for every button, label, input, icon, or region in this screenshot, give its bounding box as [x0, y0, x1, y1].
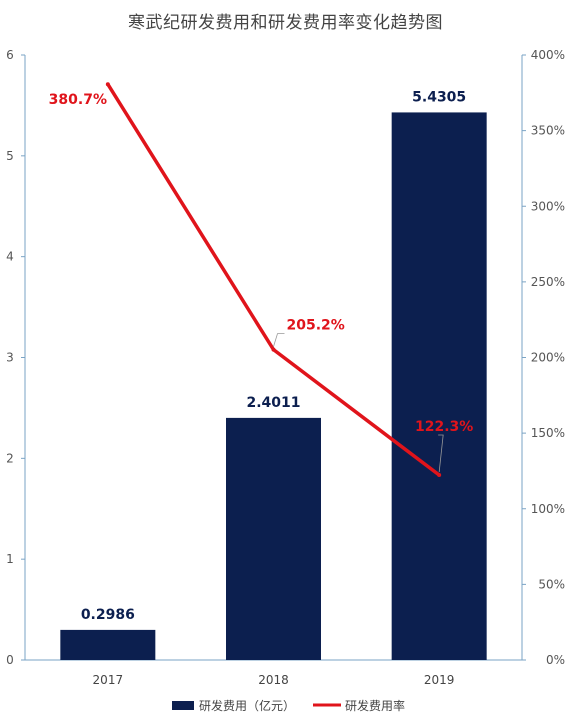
left-tick-label: 5 [6, 149, 14, 163]
x-tick-label: 2019 [424, 673, 455, 687]
legend-bar-swatch [172, 701, 194, 710]
bar [226, 417, 321, 660]
left-tick-label: 6 [6, 48, 14, 62]
legend-line-label: 研发费用率 [345, 698, 405, 713]
chart-title: 寒武纪研发费用和研发费用率变化趋势图 [128, 13, 443, 33]
left-tick-label: 0 [6, 653, 14, 667]
rate-point [271, 347, 276, 352]
right-tick-label: 300% [531, 199, 565, 213]
left-tick-label: 3 [6, 351, 14, 365]
bar-value-label: 0.2986 [81, 607, 135, 623]
rate-value-label: 122.3% [415, 419, 473, 435]
right-tick-label: 400% [531, 48, 565, 62]
left-tick-label: 1 [6, 552, 14, 566]
right-tick-label: 50% [538, 577, 565, 591]
bar [391, 112, 487, 661]
right-tick-label: 0% [546, 653, 565, 667]
rate-label-leader [273, 333, 285, 347]
right-tick-label: 150% [531, 426, 565, 440]
rate-point [105, 82, 110, 87]
left-tick-label: 4 [6, 250, 14, 264]
bar-value-label: 2.4011 [246, 395, 300, 411]
rate-line [106, 83, 441, 477]
rate-point [437, 473, 442, 478]
left-tick-label: 2 [6, 451, 14, 465]
bar-value-label: 5.4305 [412, 89, 466, 105]
rate-value-label: 380.7% [49, 92, 107, 108]
rate-label-leader [438, 434, 444, 473]
right-tick-label: 350% [531, 124, 565, 138]
right-tick-label: 250% [531, 275, 565, 289]
right-tick-label: 200% [531, 351, 565, 365]
x-tick-label: 2017 [93, 673, 124, 687]
bar [60, 629, 156, 660]
x-tick-label: 2018 [258, 673, 289, 687]
rate-value-label: 205.2% [287, 318, 345, 334]
legend-bar-label: 研发费用（亿元） [199, 698, 295, 713]
right-tick-label: 100% [531, 502, 565, 516]
